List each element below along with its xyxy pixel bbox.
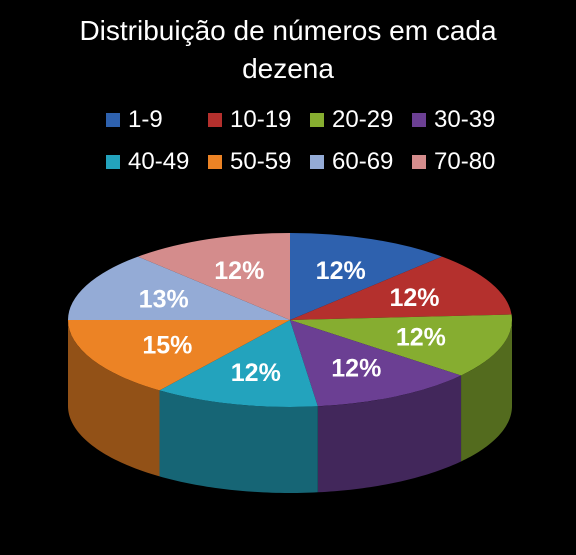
legend-row-2: 40-49 50-59 60-69 70-80 [0,146,576,178]
legend-swatch-30-39 [412,113,426,127]
pie-label-10-19: 12% [389,284,439,312]
legend-label-40-49: 40-49 [128,148,190,175]
legend-swatch-40-49 [106,155,120,169]
legend-item-40-49: 40-49 [106,146,189,178]
legend-swatch-20-29 [310,113,324,127]
legend-label-60-69: 60-69 [332,148,394,175]
pie-side-40-49 [159,390,318,493]
legend-swatch-70-80 [412,155,426,169]
legend-label-10-19: 10-19 [230,106,292,133]
legend-label-70-80: 70-80 [434,148,496,175]
legend-item-1-9: 1-9 [106,104,163,136]
legend-label-1-9: 1-9 [128,106,163,133]
pie-slice-30-39 [290,320,462,407]
legend-label-50-59: 50-59 [230,148,292,175]
legend-item-70-80: 70-80 [412,146,495,178]
pie-slice-1-9 [290,233,442,320]
legend-item-20-29: 20-29 [310,104,393,136]
chart-title-line-1: Distribuição de números em cada [79,15,497,46]
pie-label-50-59: 15% [142,332,192,360]
pie-slice-20-29 [290,314,512,376]
pie-side-50-59 [68,320,160,477]
pie-slice-10-19 [290,256,512,320]
legend-swatch-1-9 [106,113,120,127]
legend-item-10-19: 10-19 [208,104,291,136]
pie-side-30-39 [317,375,462,493]
pie-label-40-49: 12% [231,359,281,387]
legend-swatch-50-59 [208,155,222,169]
legend-item-30-39: 30-39 [412,104,495,136]
pie-label-20-29: 12% [396,324,446,352]
pie-slice-50-59 [68,320,290,391]
legend-item-50-59: 50-59 [208,146,291,178]
legend-item-60-69: 60-69 [310,146,393,178]
legend-swatch-60-69 [310,155,324,169]
pie-label-60-69: 13% [139,286,189,314]
pie-slice-40-49 [159,320,318,407]
pie-label-70-80: 12% [214,257,264,285]
pie-slice-60-69 [68,256,290,320]
legend-row-1: 1-9 10-19 20-29 30-39 [0,104,576,136]
pie-label-30-39: 12% [331,354,381,382]
legend-swatch-10-19 [208,113,222,127]
legend-label-30-39: 30-39 [434,106,496,133]
pie-label-1-9: 12% [316,257,366,285]
pie-slice-70-80 [138,233,290,320]
legend-label-20-29: 20-29 [332,106,394,133]
chart-title: Distribuição de números em cada dezena [0,12,576,88]
pie-side-20-29 [461,320,512,462]
chart-title-line-2: dezena [242,53,334,84]
